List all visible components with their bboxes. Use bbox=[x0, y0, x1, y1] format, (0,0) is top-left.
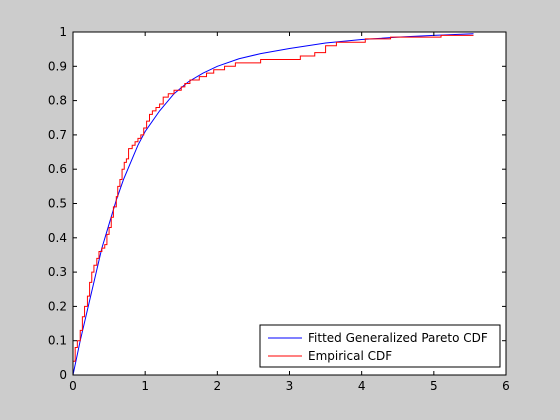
legend: Fitted Generalized Pareto CDF Empirical C… bbox=[259, 324, 501, 368]
plot-area: 0 1 2 3 4 5 6 0 0.1 0.2 0.3 0.4 0.5 0.6 0.7 0.8 0.9 1 Fi… bbox=[48, 25, 510, 393]
x-tick-label: 3 bbox=[286, 379, 294, 393]
legend-label-1: Fitted Generalized Pareto CDF bbox=[308, 331, 488, 345]
y-tick-label: 0.4 bbox=[48, 231, 67, 245]
y-tick-label: 0.1 bbox=[48, 334, 67, 348]
series-line-2 bbox=[73, 34, 474, 362]
legend-box bbox=[259, 324, 501, 368]
legend-label-2: Empirical CDF bbox=[308, 349, 392, 363]
series-line-1 bbox=[72, 33, 474, 376]
x-axis-ticks: 0 1 2 3 4 5 6 bbox=[69, 32, 510, 393]
x-tick-label: 1 bbox=[141, 379, 149, 393]
x-tick-label: 0 bbox=[69, 379, 77, 393]
x-tick-label: 4 bbox=[358, 379, 366, 393]
y-tick-label: 0 bbox=[59, 368, 67, 382]
y-tick-label: 0.9 bbox=[48, 59, 67, 73]
x-tick-label: 6 bbox=[502, 379, 510, 393]
series-layer bbox=[72, 33, 474, 376]
y-axis-ticks: 0 0.1 0.2 0.3 0.4 0.5 0.6 0.7 0.8 0.9 1 bbox=[48, 25, 506, 382]
y-tick-label: 0.8 bbox=[48, 94, 67, 108]
y-tick-label: 1 bbox=[59, 25, 67, 39]
y-tick-label: 0.2 bbox=[48, 299, 67, 313]
x-tick-label: 5 bbox=[430, 379, 438, 393]
y-tick-label: 0.5 bbox=[48, 197, 67, 211]
x-tick-label: 2 bbox=[214, 379, 222, 393]
y-tick-label: 0.7 bbox=[48, 128, 67, 142]
axes-background bbox=[73, 32, 506, 375]
y-tick-label: 0.3 bbox=[48, 265, 67, 279]
y-tick-label: 0.6 bbox=[48, 162, 67, 176]
